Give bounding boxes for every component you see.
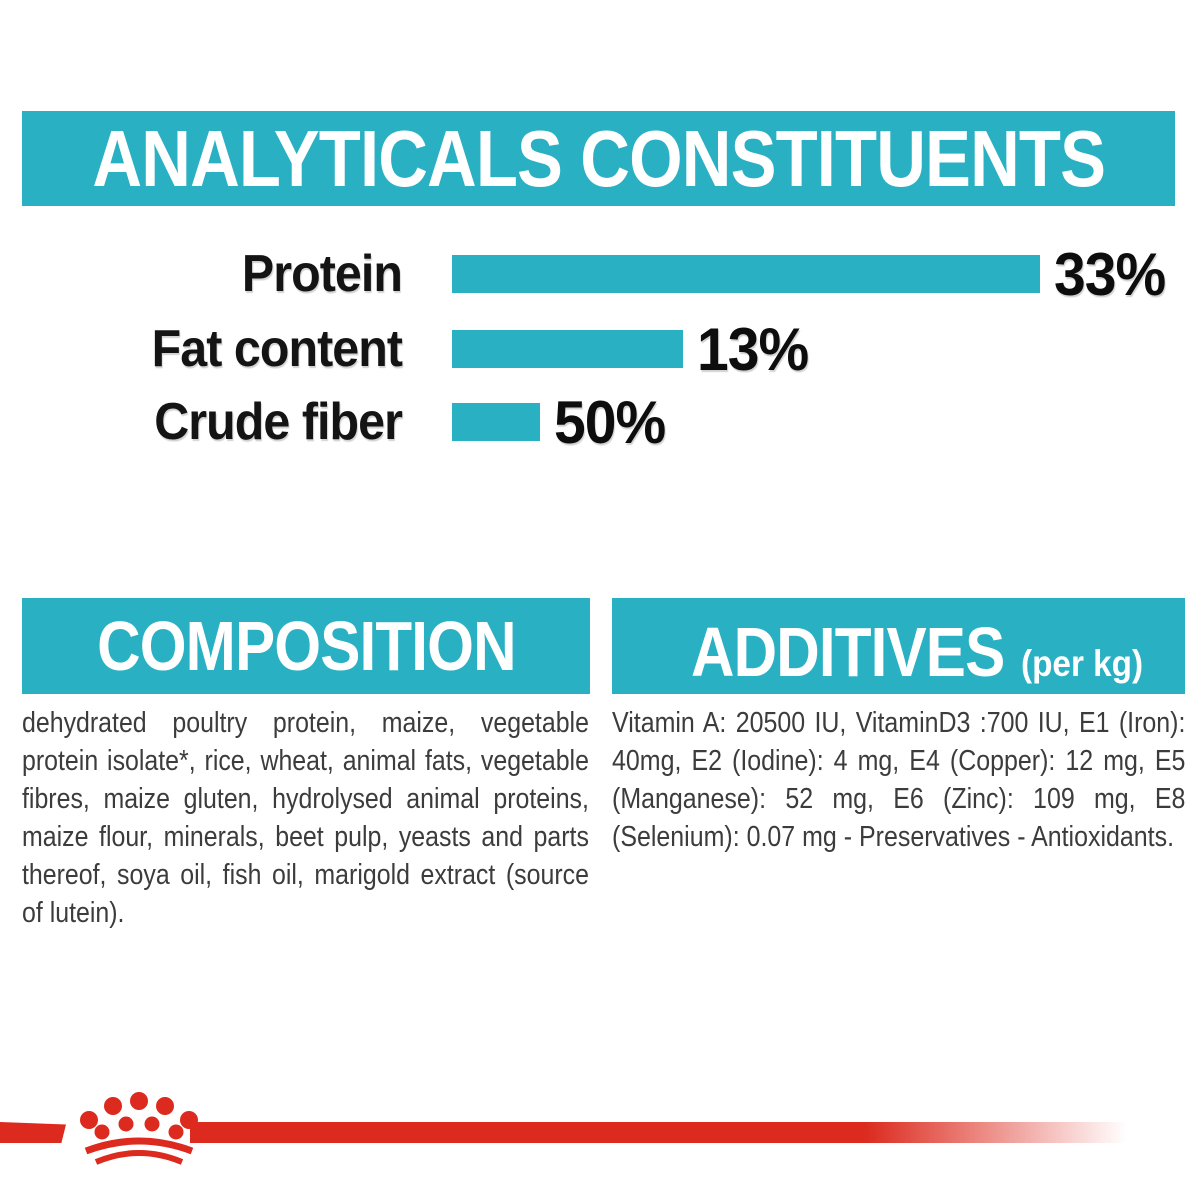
protein-bar	[452, 255, 1040, 293]
additives-banner: ADDITIVES (per kg)	[612, 598, 1185, 694]
protein-label: Protein	[241, 245, 403, 303]
additives-title: ADDITIVES	[691, 613, 1005, 691]
chart-row-protein: Protein 33%	[0, 241, 1171, 308]
royal-canin-crown-icon	[76, 1090, 202, 1170]
crude-fiber-label: Crude fiber	[154, 393, 403, 451]
brand-stripe-left	[0, 1122, 66, 1143]
composition-text: dehydrated poultry protein, maize, veget…	[22, 707, 589, 929]
fat-content-value: 13%	[697, 315, 809, 383]
protein-value: 33%	[1054, 240, 1166, 308]
additives-title-suffix: (per kg)	[1020, 643, 1143, 684]
additives-text: Vitamin A: 20500 IU, VitaminD3 :700 IU, …	[612, 707, 1186, 853]
analytical-constituents-banner: ANALYTICALS CONSTITUENTS	[22, 111, 1175, 206]
brand-stripe-right	[190, 1122, 1197, 1143]
crude-fiber-value: 50%	[554, 388, 666, 456]
composition-title: COMPOSITION	[96, 607, 517, 685]
composition-banner: COMPOSITION	[22, 598, 590, 694]
analytical-constituents-title: ANALYTICALS CONSTITUENTS	[92, 113, 1106, 203]
crude-fiber-bar	[452, 403, 540, 441]
chart-row-crude-fiber: Crude fiber 50%	[0, 389, 671, 456]
fat-content-label: Fat content	[151, 320, 403, 378]
chart-row-fat-content: Fat content 13%	[0, 316, 814, 383]
fat-content-bar	[452, 330, 683, 368]
